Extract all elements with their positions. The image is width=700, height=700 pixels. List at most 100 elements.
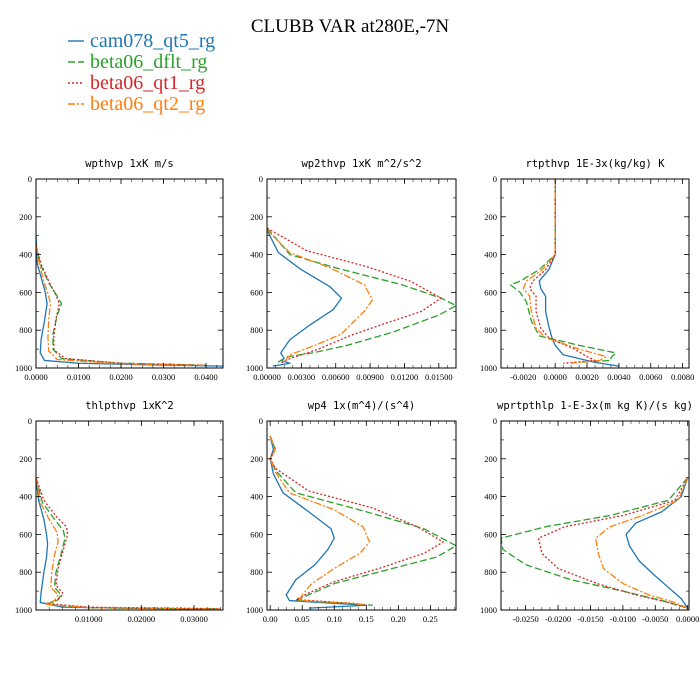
y-tick-label: 400 <box>484 250 497 260</box>
x-tick-label: 0.0200 <box>109 372 132 382</box>
y-tick-label: 800 <box>484 567 497 577</box>
panel-4: thlpthvp 1xK^2 0 200 400 600 800 1000 0.01000 0.… <box>15 400 224 624</box>
x-tick-label: 0.00600 <box>322 372 350 382</box>
x-tick-label: -0.0020 <box>510 372 536 382</box>
plot-frame <box>35 420 224 611</box>
y-tick-label: 200 <box>19 454 32 464</box>
series-line-cam078-qt5-rg <box>36 235 223 367</box>
y-tick-label: 400 <box>250 492 263 502</box>
panel-title: thlpthvp 1xK^2 <box>85 400 174 412</box>
x-tick-label: 0.05 <box>295 614 310 624</box>
y-tick-label: 600 <box>250 287 263 297</box>
y-tick-label: 1000 <box>480 605 497 615</box>
y-tick-label: 400 <box>19 250 32 260</box>
series-line-beta06-dflt-rg <box>36 477 221 610</box>
series-line-beta06-qt2-rg <box>522 179 607 364</box>
series-line-cam078-qt5-rg <box>267 229 343 367</box>
series-line-cam078-qt5-rg <box>538 179 620 367</box>
x-tick-label: 0.0060 <box>639 372 662 382</box>
y-tick-label: 800 <box>19 325 32 335</box>
x-tick-label: 0.00900 <box>356 372 384 382</box>
panel-title: wp4 1x(m^4)/(s^4) <box>308 400 415 412</box>
series-line-beta06-qt2-rg <box>36 477 221 610</box>
series-group <box>509 179 620 367</box>
x-tick-label: 0.10 <box>327 614 342 624</box>
x-tick-label: 0.0000 <box>676 614 699 624</box>
plot-frame <box>266 178 457 369</box>
y-tick-label: 800 <box>19 567 32 577</box>
x-tick-label: 0.20 <box>391 614 406 624</box>
series-line-beta06-qt2-rg <box>595 477 689 609</box>
series-line-beta06-dflt-rg <box>269 435 456 606</box>
y-tick-label: 0 <box>493 416 497 426</box>
plot-frame <box>35 178 224 369</box>
y-tick-label: 600 <box>19 287 32 297</box>
series-line-beta06-qt1-rg <box>36 244 207 366</box>
series-group <box>36 235 223 367</box>
y-tick-label: 1000 <box>480 363 497 373</box>
x-tick-label: 0.01000 <box>75 614 103 624</box>
y-tick-label: 800 <box>250 325 263 335</box>
x-tick-label: 0.0040 <box>607 372 630 382</box>
series-line-cam078-qt5-rg <box>269 435 367 609</box>
x-tick-label: -0.0100 <box>610 614 636 624</box>
y-tick-label: 1000 <box>15 363 32 373</box>
y-tick-label: 1000 <box>246 363 263 373</box>
y-tick-label: 400 <box>250 250 263 260</box>
legend-label-cam078-qt5-rg: cam078_qt5_rg <box>90 30 215 52</box>
panel-title: wprtpthlp 1-E-3x(m kg K)/(s kg) <box>497 400 693 412</box>
y-tick-label: 400 <box>19 492 32 502</box>
figure-title: CLUBB VAR at280E,-7N <box>251 16 450 37</box>
panel-title: wpthvp 1xK m/s <box>85 158 174 170</box>
x-tick-label: -0.0150 <box>577 614 603 624</box>
x-tick-label: 0.15 <box>359 614 374 624</box>
x-tick-label: 0.02000 <box>128 614 156 624</box>
x-tick-label: 0.0020 <box>575 372 598 382</box>
series-line-beta06-qt2-rg <box>36 245 207 366</box>
y-tick-label: 600 <box>19 529 32 539</box>
y-tick-label: 0 <box>259 416 263 426</box>
series-line-beta06-dflt-rg <box>501 477 689 609</box>
panel-title: rtpthvp 1E-3x(kg/kg) K <box>525 158 665 170</box>
x-tick-label: 0.03000 <box>180 614 208 624</box>
x-tick-label: -0.0050 <box>642 614 668 624</box>
series-line-beta06-qt1-rg <box>36 477 221 610</box>
series-line-beta06-qt1-rg <box>537 477 689 609</box>
x-tick-label: 0.0100 <box>67 372 90 382</box>
x-tick-label: -0.0250 <box>513 614 539 624</box>
x-tick-label: 0.00 <box>263 614 278 624</box>
series-line-beta06-qt2-rg <box>269 435 371 606</box>
series-line-beta06-qt1-rg <box>529 179 596 364</box>
y-tick-label: 0 <box>28 174 32 184</box>
panel-title: wp2thvp 1xK m^2/s^2 <box>301 158 421 170</box>
y-tick-label: 800 <box>484 325 497 335</box>
y-tick-label: 600 <box>484 287 497 297</box>
y-tick-label: 1000 <box>246 605 263 615</box>
y-tick-label: 200 <box>19 212 32 222</box>
series-group <box>267 227 456 367</box>
series-group <box>501 477 689 609</box>
series-line-beta06-dflt-rg <box>267 227 456 364</box>
legend: cam078_qt5_rgbeta06_dflt_rgbeta06_qt1_rg… <box>68 30 215 115</box>
y-tick-label: 0 <box>259 174 263 184</box>
y-tick-label: 400 <box>484 492 497 502</box>
x-tick-label: 0.0300 <box>152 372 175 382</box>
y-tick-label: 0 <box>28 416 32 426</box>
x-tick-label: 0.0000 <box>543 372 566 382</box>
legend-label-beta06-qt2-rg: beta06_qt2_rg <box>90 93 205 115</box>
y-tick-label: 200 <box>250 212 263 222</box>
y-tick-label: 600 <box>250 529 263 539</box>
y-tick-label: 0 <box>493 174 497 184</box>
series-line-cam078-qt5-rg <box>625 477 689 609</box>
panel-6: wprtpthlp 1-E-3x(m kg K)/(s kg)0 200 400 60… <box>480 400 699 624</box>
y-tick-label: 200 <box>250 454 263 464</box>
y-tick-label: 1000 <box>15 605 32 615</box>
legend-label-beta06-qt1-rg: beta06_qt1_rg <box>90 72 205 94</box>
x-tick-label: 0.25 <box>423 614 438 624</box>
x-tick-label: 0.0400 <box>194 372 217 382</box>
legend-label-beta06-dflt-rg: beta06_dflt_rg <box>90 51 207 73</box>
